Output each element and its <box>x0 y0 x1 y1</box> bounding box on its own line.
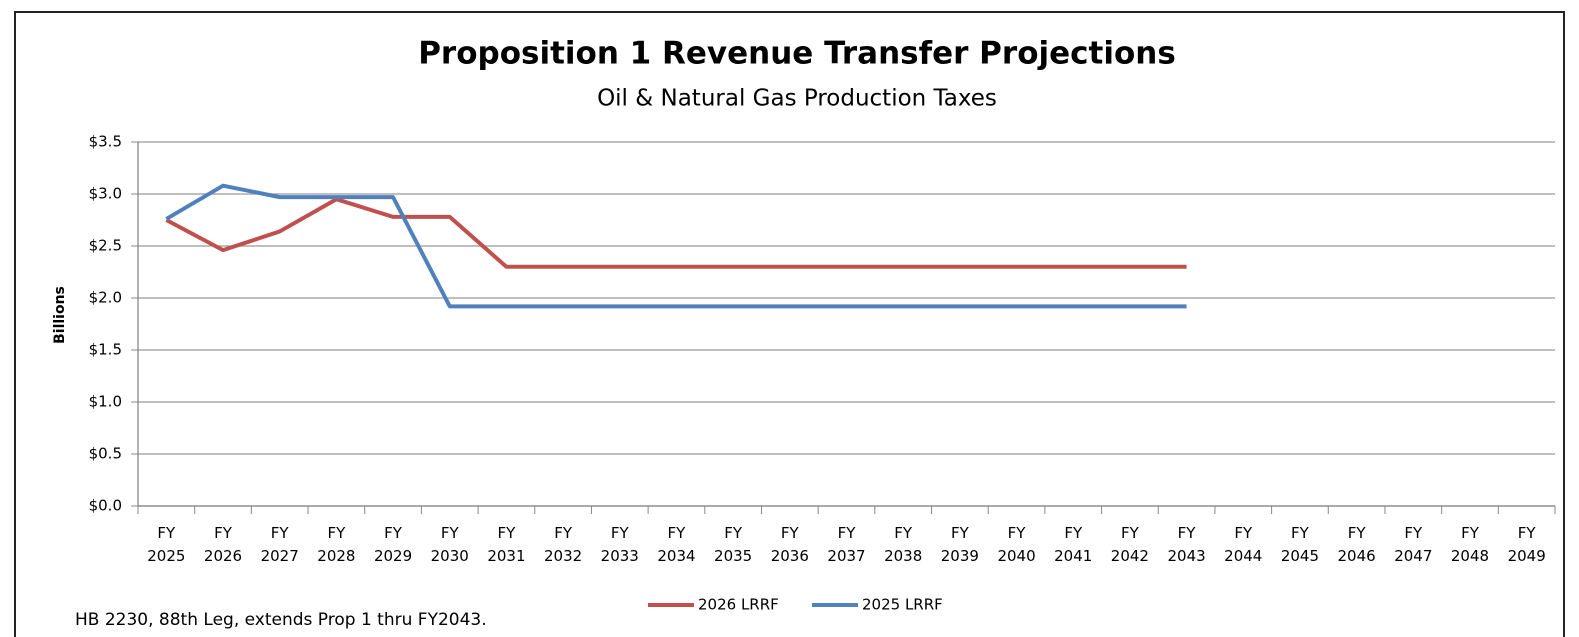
x-tick-label: FY 2030 <box>430 524 469 565</box>
x-tick-label: FY 2033 <box>600 524 639 565</box>
series-line <box>165 197 1187 269</box>
legend-label: 2026 LRRF <box>698 596 779 614</box>
y-tick-label: $1.5 <box>89 341 122 359</box>
x-tick-label: FY 2041 <box>1054 524 1093 565</box>
legend-label: 2025 LRRF <box>862 596 943 614</box>
chart-frame <box>14 11 1565 637</box>
y-tick-label: $0.5 <box>89 445 122 463</box>
x-tick-label: FY 2034 <box>657 524 696 565</box>
y-axis-label: Billions <box>52 286 68 344</box>
x-tick-label: FY 2036 <box>770 524 809 565</box>
y-tick-label: $1.0 <box>89 393 122 411</box>
x-tick-label: FY 2038 <box>884 524 923 565</box>
x-tick-label: FY 2037 <box>827 524 866 565</box>
x-tick-label: FY 2049 <box>1507 524 1546 565</box>
x-tick-label: FY 2031 <box>487 524 526 565</box>
x-tick-label: FY 2047 <box>1394 524 1433 565</box>
x-tick-label: FY 2035 <box>714 524 753 565</box>
x-tick-label: FY 2029 <box>373 524 413 565</box>
x-tick-label: FY 2039 <box>940 524 979 565</box>
x-tick-label: FY 2025 <box>147 524 186 565</box>
y-tick-label: $3.5 <box>89 133 122 151</box>
x-tick-label: FY 2043 <box>1167 524 1206 565</box>
x-tick-label: FY 2042 <box>1110 524 1149 565</box>
series-line <box>165 183 1187 309</box>
chart-title: Proposition 1 Revenue Transfer Projectio… <box>418 36 1176 72</box>
footnote: HB 2230, 88th Leg, extends Prop 1 thru F… <box>75 610 487 630</box>
chart-subtitle: Oil & Natural Gas Production Taxes <box>597 86 997 112</box>
y-tick-label: $0.0 <box>89 497 122 515</box>
x-tick-label: FY 2045 <box>1280 524 1320 565</box>
x-tick-label: FY 2026 <box>203 524 243 565</box>
x-tick-label: FY 2048 <box>1450 524 1490 565</box>
x-tick-label: FY 2040 <box>997 524 1036 565</box>
x-tick-label: FY 2032 <box>544 524 583 565</box>
x-tick-label: FY 2046 <box>1337 524 1376 565</box>
y-tick-label: $2.5 <box>89 237 122 255</box>
x-tick-label: FY 2028 <box>317 524 356 565</box>
x-tick-label: FY 2027 <box>260 524 299 565</box>
y-tick-label: $3.0 <box>89 185 122 203</box>
x-tick-label: FY 2044 <box>1224 524 1263 565</box>
y-tick-label: $2.0 <box>89 289 122 307</box>
